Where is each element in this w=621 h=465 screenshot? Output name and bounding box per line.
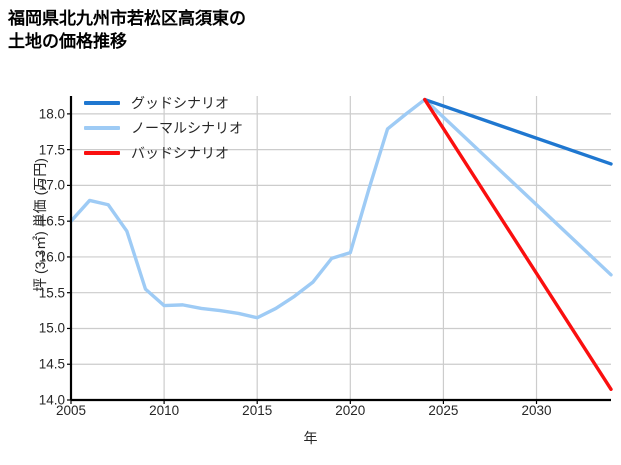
legend-item[interactable]: ノーマルシナリオ bbox=[84, 115, 314, 140]
y-tick-label: 14.0 bbox=[38, 392, 65, 408]
x-axis-label: 年 bbox=[303, 430, 318, 446]
series-line bbox=[69, 97, 613, 320]
legend-color-swatch bbox=[84, 125, 120, 130]
series-line bbox=[423, 97, 613, 166]
axis-lines bbox=[69, 96, 611, 402]
y-axis-label: 坪 (3.3㎡) 単価 (万円) bbox=[32, 158, 48, 292]
y-tick-label: 14.5 bbox=[38, 356, 65, 372]
x-tick-label: 2015 bbox=[242, 403, 273, 418]
legend-color-swatch bbox=[84, 100, 120, 105]
y-tick-label: 15.0 bbox=[38, 320, 65, 336]
legend-color-swatch bbox=[84, 150, 120, 155]
legend-item-label: バッドシナリオ bbox=[131, 144, 229, 161]
y-axis-ticks: 18.0 17.5 17.0 16.5 16.0 15.5 15.0 14.5 14.0 bbox=[23, 0, 65, 465]
tick-marks bbox=[67, 113, 538, 404]
series-line bbox=[423, 97, 613, 391]
y-tick-label: 17.5 bbox=[38, 142, 65, 158]
legend-item[interactable]: バッドシナリオ bbox=[84, 140, 314, 165]
x-tick-label: 2005 bbox=[55, 403, 87, 418]
x-tick-label: 2025 bbox=[428, 403, 459, 418]
legend-item-label: グッドシナリオ bbox=[131, 94, 229, 111]
y-tick-label: 18.0 bbox=[38, 106, 65, 122]
x-tick-label: 2020 bbox=[335, 403, 366, 418]
y-tick-label: 16.5 bbox=[38, 213, 65, 229]
series-lines bbox=[69, 97, 613, 391]
chart-legend: グッドシナリオ ノーマルシナリオ バッドシナリオ bbox=[84, 90, 314, 165]
legend-item[interactable]: グッドシナリオ bbox=[84, 90, 314, 115]
page-title: 福岡県北九州市若松区高須東の 土地の価格推移 bbox=[8, 9, 246, 51]
y-tick-label: 16.0 bbox=[38, 249, 65, 265]
x-tick-label: 2030 bbox=[521, 403, 552, 418]
x-tick-label: 2010 bbox=[149, 403, 180, 418]
y-tick-label: 17.0 bbox=[38, 177, 65, 193]
legend-item-label: ノーマルシナリオ bbox=[131, 119, 243, 136]
y-tick-label: 15.5 bbox=[38, 285, 65, 301]
